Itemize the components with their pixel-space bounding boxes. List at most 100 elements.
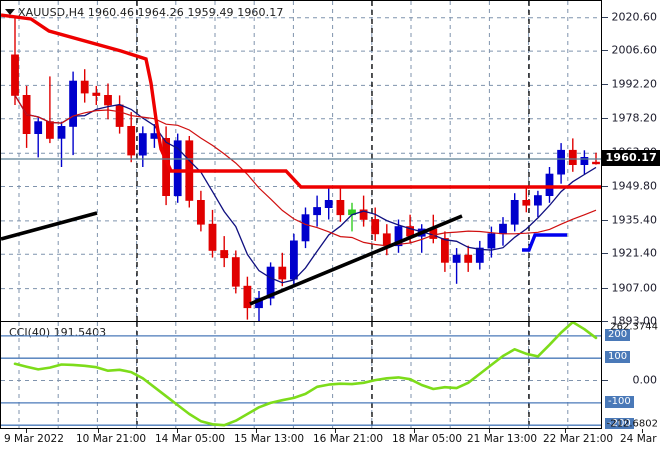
candle-body — [394, 226, 403, 247]
axis-tick — [602, 379, 608, 381]
candle — [382, 224, 391, 256]
candle-body — [580, 156, 589, 165]
candle-body — [359, 209, 368, 220]
candle — [22, 85, 31, 148]
candle-body — [34, 121, 43, 134]
candle — [34, 116, 43, 158]
candle — [115, 95, 124, 134]
candle — [522, 186, 531, 213]
candle — [11, 16, 19, 105]
price-axis-label: 1992.20 — [611, 77, 658, 91]
candle-body — [289, 240, 298, 280]
candle — [475, 240, 484, 270]
candle — [255, 291, 263, 322]
candle — [196, 190, 205, 232]
price-chart-panel[interactable]: XAUUSD,H4 1960.46 1964.26 1959.49 1960.1… — [0, 0, 660, 322]
candle — [278, 252, 287, 287]
candle — [440, 231, 449, 272]
candle — [266, 262, 275, 306]
time-axis-tick — [489, 429, 490, 433]
candle — [208, 209, 217, 258]
ma-slow-line — [14, 95, 597, 284]
candle-body — [499, 223, 507, 235]
price-axis-column[interactable]: 2020.602006.601992.201978.201963.801949.… — [601, 0, 660, 431]
candle — [220, 236, 229, 268]
cci-line — [13, 322, 598, 427]
cci-level-badge: -100 — [605, 395, 634, 408]
candle-body — [382, 233, 391, 247]
price-axis-label: 2006.60 — [611, 43, 658, 57]
price-axis-label: 1907.00 — [611, 281, 658, 295]
candle-body — [301, 214, 310, 242]
candle-body — [324, 199, 333, 208]
candle-body — [80, 80, 89, 94]
cci-level-badge: 200 — [605, 328, 631, 341]
time-axis-label: 15 Mar 13:00 — [234, 433, 305, 445]
candle-body — [522, 199, 531, 206]
price-axis-label: 1893.00 — [611, 314, 658, 328]
candle — [92, 85, 101, 105]
candle — [336, 186, 345, 222]
cci-min-label: -212.6802 — [606, 418, 658, 430]
candle-body — [440, 238, 449, 263]
time-axis-label: 21 Mar 13:00 — [467, 433, 538, 445]
axis-tick — [602, 185, 608, 187]
candle — [557, 143, 565, 184]
candle — [104, 83, 112, 120]
candle-body — [464, 254, 473, 263]
candle-body — [568, 149, 577, 166]
candle — [301, 207, 310, 249]
support-step-line — [522, 233, 567, 252]
cci-indicator-panel[interactable]: CCI(40) 191.5403 — [0, 321, 660, 429]
time-axis-tick — [642, 429, 643, 433]
candle-body — [510, 199, 519, 225]
candle-body — [220, 250, 229, 259]
trendline-mid — [249, 214, 463, 306]
trendline-left — [1, 211, 98, 241]
candle-body — [475, 247, 484, 263]
triangle-down-icon[interactable] — [5, 9, 15, 15]
time-axis-label: 22 Mar 21:00 — [543, 433, 614, 445]
candle — [580, 150, 589, 175]
time-axis-tick — [26, 429, 27, 433]
candle-body — [545, 173, 554, 197]
candle-body — [104, 95, 112, 106]
candle-body — [243, 285, 252, 309]
time-axis-tick — [335, 429, 336, 433]
time-axis-tick — [414, 429, 415, 433]
candle-body — [57, 126, 66, 139]
time-axis-label: 10 Mar 21:00 — [76, 433, 147, 445]
time-axis-tick — [98, 429, 99, 433]
candle — [173, 133, 182, 203]
candle-body — [371, 219, 380, 235]
cci-level-badge: -200 — [605, 418, 634, 431]
candle-body — [452, 254, 461, 263]
time-axis-tick — [177, 429, 178, 433]
candle — [57, 121, 66, 167]
axis-tick — [602, 50, 608, 52]
candle-body — [92, 92, 101, 96]
candle — [313, 195, 322, 227]
candle-body — [115, 104, 124, 127]
candle-body — [173, 140, 182, 197]
axis-tick — [602, 321, 608, 322]
cci-level-badge: 100 — [605, 351, 631, 364]
candle-body — [11, 54, 19, 96]
candle — [534, 190, 542, 218]
candle — [138, 126, 147, 167]
axis-tick — [602, 287, 608, 289]
candle — [568, 138, 577, 172]
candle-body — [313, 207, 322, 216]
price-axis-label: 1921.40 — [611, 246, 658, 260]
price-plot — [1, 1, 602, 322]
candle-body — [138, 133, 147, 156]
candle — [127, 112, 136, 163]
current-price-badge: 1960.17 — [602, 150, 660, 166]
candle-body — [196, 199, 205, 225]
time-axis[interactable]: 9 Mar 2022 10 Mar 21:00 14 Mar 05:00 15 Mar… — [0, 429, 660, 450]
candle-body — [46, 121, 54, 139]
candle — [371, 207, 380, 241]
candle-body — [127, 126, 136, 156]
chart-header-label: XAUUSD,H4 1960.46 1964.26 1959.49 1960.1… — [18, 6, 284, 19]
